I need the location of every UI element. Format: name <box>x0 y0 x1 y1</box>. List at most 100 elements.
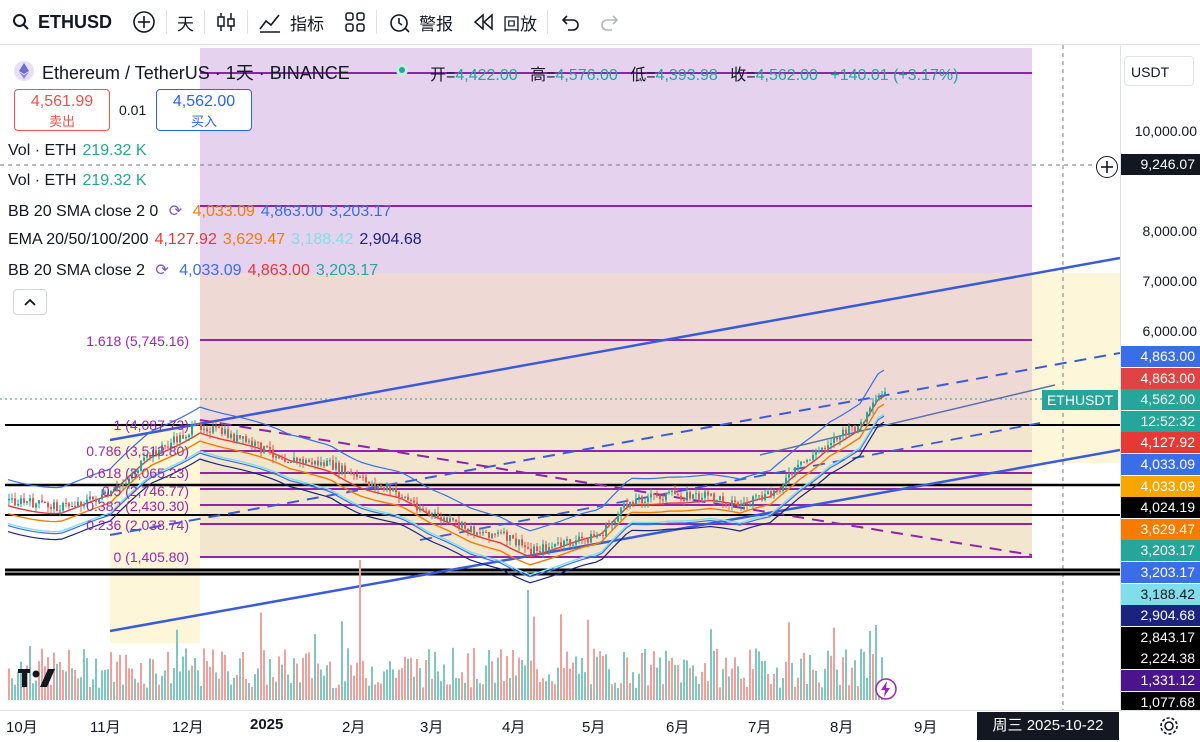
price-chart[interactable]: 1.618 (5,745.16) 1 (4,087.73) 0.786 (3,513… <box>0 45 1120 710</box>
collapse-legend-button[interactable] <box>13 289 47 315</box>
candle-body <box>689 492 691 499</box>
volume-bar <box>566 651 568 700</box>
volume-bar <box>518 657 520 700</box>
price-label: 4,562.00 <box>1121 389 1200 411</box>
candle-body <box>362 476 364 478</box>
redo-button[interactable] <box>590 0 632 44</box>
volume-bar <box>392 669 394 700</box>
candle-body <box>29 498 31 502</box>
candle-body <box>302 458 304 464</box>
fib-label: 1 (4,087.73) <box>114 417 190 433</box>
interval-button[interactable]: 天 <box>167 0 204 44</box>
candle-body <box>596 536 598 538</box>
candle-body <box>839 435 841 440</box>
compare-button[interactable] <box>122 0 166 44</box>
volume-bar <box>767 674 769 700</box>
volume-bar <box>278 656 280 700</box>
candle-body <box>59 510 61 512</box>
lightning-icon[interactable] <box>875 678 897 700</box>
candle-body <box>368 481 370 486</box>
volume-bar <box>440 681 442 700</box>
candle-body <box>167 446 169 448</box>
refresh-icon[interactable]: ⟳ <box>155 262 169 279</box>
candle-body <box>848 426 850 435</box>
price-tick: 7,000.00 <box>1142 273 1198 289</box>
undo-icon <box>561 15 579 31</box>
volume-bar <box>20 661 22 700</box>
alert-button[interactable]: 警报 <box>377 0 463 44</box>
plus-icon <box>1101 161 1113 173</box>
volume-bar <box>401 668 403 700</box>
volume-bar <box>176 629 178 700</box>
settings-button[interactable] <box>1158 715 1180 737</box>
price-label: 4,033.09 <box>1121 475 1200 497</box>
candle-body <box>284 459 286 463</box>
indicator-row-bb-2[interactable]: BB 20 SMA close 2 ⟳ 4,033.09 4,863.00 3,20… <box>8 260 384 280</box>
buy-button[interactable]: 4,562.00 买入 <box>156 89 252 131</box>
volume-bar <box>380 683 382 700</box>
volume-bar <box>497 657 499 700</box>
candle-body <box>278 455 280 459</box>
volume-bar <box>755 648 757 700</box>
indicator-row-vol-2[interactable]: Vol · ETH 219.32 K <box>8 172 153 190</box>
volume-bar <box>743 677 745 700</box>
bb-lower-line <box>7 415 885 578</box>
indicators-label: 指标 <box>290 14 325 34</box>
candle-body <box>383 487 385 490</box>
indicator-name: Vol · ETH <box>8 172 77 189</box>
candle-body <box>851 426 853 428</box>
sell-button[interactable]: 4,561.99 卖出 <box>14 89 110 131</box>
volume-bar <box>227 671 229 700</box>
candle-body <box>854 427 856 433</box>
fib-zone-right <box>1032 273 1120 463</box>
add-alert-button[interactable] <box>1096 156 1118 178</box>
volume-bar <box>833 627 835 700</box>
chart-title[interactable]: Ethereum / TetherUS · 1天 · BINANCE <box>42 63 350 83</box>
candle-body <box>452 518 454 520</box>
price-label: 4,863.00 <box>1121 346 1200 367</box>
candle-body <box>875 400 877 403</box>
volume-bar <box>56 663 58 700</box>
candle-body <box>389 486 391 492</box>
replay-button[interactable]: 回放 <box>463 0 547 44</box>
candle-body <box>101 494 103 499</box>
refresh-icon[interactable]: ⟳ <box>168 203 183 220</box>
volume-bar <box>62 669 64 700</box>
volume-bars <box>8 560 883 700</box>
close-value: 4,562.00 <box>755 67 818 84</box>
low-value: 4,393.98 <box>655 67 718 84</box>
chart-type-button[interactable] <box>205 0 247 44</box>
divider <box>204 10 206 34</box>
volume-bar <box>632 672 634 700</box>
ema-100-line <box>7 413 885 576</box>
candle-body <box>260 442 262 453</box>
undo-button[interactable] <box>548 0 590 44</box>
volume-bar <box>398 669 400 700</box>
divider <box>547 10 549 34</box>
volume-bar <box>563 667 565 700</box>
volume-bar <box>98 687 100 700</box>
symbol-search[interactable]: ETHUSD <box>0 0 122 44</box>
indicator-row-ema[interactable]: EMA 20/50/100/200 4,127.92 3,629.47 3,188.4… <box>8 231 428 249</box>
layout-button[interactable] <box>334 0 376 44</box>
price-axis[interactable]: 10,000.00 8,000.00 7,000.00 6,000.00 9,246.0… <box>1120 45 1200 713</box>
candle-body <box>884 391 886 395</box>
candle-body <box>386 486 388 490</box>
volume-bar <box>770 683 772 700</box>
volume-bar <box>590 684 592 700</box>
candle-body <box>491 533 493 538</box>
volume-bar <box>803 652 805 700</box>
indicator-row-vol-1[interactable]: Vol · ETH 219.32 K <box>8 142 153 160</box>
indicators-button[interactable]: 指标 <box>248 0 334 44</box>
indicators-icon <box>259 14 281 33</box>
currency-selector[interactable]: USDT <box>1124 56 1194 86</box>
volume-bar <box>731 668 733 700</box>
ohlc-values: 开=4,422.00 高=4,576.00 低=4,393.98 收=4,562… <box>430 61 958 85</box>
candle-body <box>209 431 211 433</box>
candle-body <box>458 521 460 528</box>
volume-bar <box>68 649 70 700</box>
time-axis[interactable]: 周三 2025-10-22 10月 11月 12月 2025 2月 3月 4月 5月 6月 7月 8… <box>0 710 1200 741</box>
volume-bar <box>419 668 421 700</box>
candle-body <box>440 517 442 521</box>
indicator-row-bb-1[interactable]: BB 20 SMA close 2 0 ⟳ 4,033.09 4,863.00 3,… <box>8 201 397 221</box>
